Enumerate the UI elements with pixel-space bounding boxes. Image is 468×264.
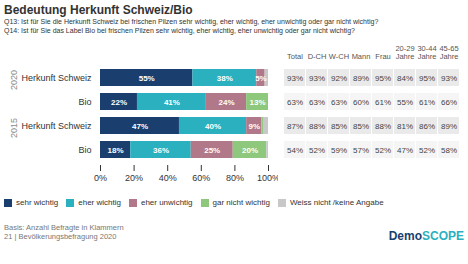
svg-text:88%88: 88%88 <box>309 122 325 131</box>
svg-text:59%59: 59%59 <box>331 146 347 155</box>
svg-text:41%: 41% <box>164 98 180 107</box>
svg-text:20-29Jahre: 20-29Jahre <box>395 44 414 61</box>
html-text:Q13: Ist für Sie die Herkunft: Q13: Ist für Sie die Herkunft Schweiz be… <box>4 18 379 25</box>
svg-text:89%89: 89%89 <box>353 74 369 83</box>
svg-text:0%: 0% <box>94 173 107 183</box>
svg-text:47%47: 47%47 <box>397 146 413 155</box>
svg-text:85%85: 85%85 <box>353 122 369 131</box>
svg-text:22%: 22% <box>111 98 127 107</box>
svg-text:13%: 13% <box>250 98 266 107</box>
svg-text:93%93: 93%93 <box>287 74 303 83</box>
html-text:eher wichtig: eher wichtig <box>78 198 121 207</box>
svg-text:87%87: 87%87 <box>287 122 303 131</box>
svg-text:95%95: 95%95 <box>375 74 391 83</box>
svg-text:54%54: 54%54 <box>287 146 303 155</box>
svg-text:25%: 25% <box>204 146 220 155</box>
html-text:sehr wichtig: sehr wichtig <box>16 198 59 207</box>
svg-text:58%58: 58%58 <box>441 146 457 155</box>
svg-text:86%86: 86%86 <box>419 122 435 131</box>
svg-text:9%: 9% <box>248 122 260 131</box>
svg-text:92%92: 92%92 <box>331 74 347 83</box>
svg-text:81%81: 81%81 <box>397 122 413 131</box>
svg-text:52%52: 52%52 <box>309 146 325 155</box>
html-text:Demo SCOPE: Demo SCOPE <box>388 229 464 243</box>
html-text:Bedeutung Herkunft Schweiz/Bio: Bedeutung Herkunft Schweiz/Bio <box>4 3 193 17</box>
svg-text:61%61: 61%61 <box>375 98 391 107</box>
svg-text:66%66: 66%66 <box>441 98 457 107</box>
svg-text:52%52: 52%52 <box>419 146 435 155</box>
svg-text:89%89: 89%89 <box>441 122 457 131</box>
svg-text:93%93: 93%93 <box>309 74 325 83</box>
svg-text:52%52: 52%52 <box>375 146 391 155</box>
svg-text:Total: Total <box>287 52 303 61</box>
html-text:Weiss nicht /keine Angabe: Weiss nicht /keine Angabe <box>289 198 384 207</box>
svg-text:80%: 80% <box>226 173 244 183</box>
svg-text:2015: 2015 <box>9 118 19 138</box>
svg-text:2020: 2020 <box>9 70 19 90</box>
svg-text:63%63: 63%63 <box>309 98 325 107</box>
svg-text:55%: 55% <box>139 74 155 83</box>
svg-text:Bio: Bio <box>78 97 91 107</box>
svg-text:60%60: 60%60 <box>353 98 369 107</box>
html-text:21 | Bevölkerungsbefragung 202: 21 | Bevölkerungsbefragung 2020 <box>4 232 117 241</box>
svg-text:100%: 100% <box>257 173 278 183</box>
svg-text:61%61: 61%61 <box>419 98 435 107</box>
svg-text:40%: 40% <box>159 173 177 183</box>
svg-text:20%: 20% <box>242 146 258 155</box>
svg-text:38%: 38% <box>217 74 233 83</box>
svg-text:84%84: 84%84 <box>397 74 413 83</box>
svg-text:5%: 5% <box>255 74 267 83</box>
svg-text:30-44Jahre: 30-44Jahre <box>417 44 436 61</box>
svg-text:55%55: 55%55 <box>397 98 413 107</box>
svg-text:20%: 20% <box>125 173 143 183</box>
svg-text:95%95: 95%95 <box>419 74 435 83</box>
svg-text:63%63: 63%63 <box>287 98 303 107</box>
svg-text:Mann: Mann <box>352 52 371 61</box>
svg-text:47%: 47% <box>132 122 148 131</box>
svg-text:D-CH: D-CH <box>308 52 327 61</box>
svg-text:Herkunft Schweiz: Herkunft Schweiz <box>21 73 92 83</box>
svg-text:93%93: 93%93 <box>441 74 457 83</box>
svg-text:63%63: 63%63 <box>331 98 347 107</box>
svg-text:Frau: Frau <box>375 52 390 61</box>
html-text:Q14: Ist für Sie das Label Bio: Q14: Ist für Sie das Label Bio bei frisc… <box>4 27 355 34</box>
svg-text:Bio: Bio <box>78 145 91 155</box>
svg-text:85%85: 85%85 <box>331 122 347 131</box>
svg-text:W-CH: W-CH <box>329 52 349 61</box>
svg-text:60%: 60% <box>192 173 210 183</box>
svg-text:36%: 36% <box>153 146 169 155</box>
svg-text:18%: 18% <box>108 146 124 155</box>
svg-text:57%57: 57%57 <box>353 146 369 155</box>
html-text:gar nicht wichtig: gar nicht wichtig <box>212 198 270 207</box>
html-text:Basis: Anzahl Befragte in Klam: Basis: Anzahl Befragte in Klammern <box>4 223 124 232</box>
svg-text:45-65Jahre: 45-65Jahre <box>439 44 458 61</box>
svg-text:Herkunft Schweiz: Herkunft Schweiz <box>21 121 92 131</box>
svg-text:40%: 40% <box>205 122 221 131</box>
svg-text:24%: 24% <box>218 98 234 107</box>
svg-text:88%88: 88%88 <box>375 122 391 131</box>
html-text:eher unwichtig: eher unwichtig <box>140 198 193 207</box>
